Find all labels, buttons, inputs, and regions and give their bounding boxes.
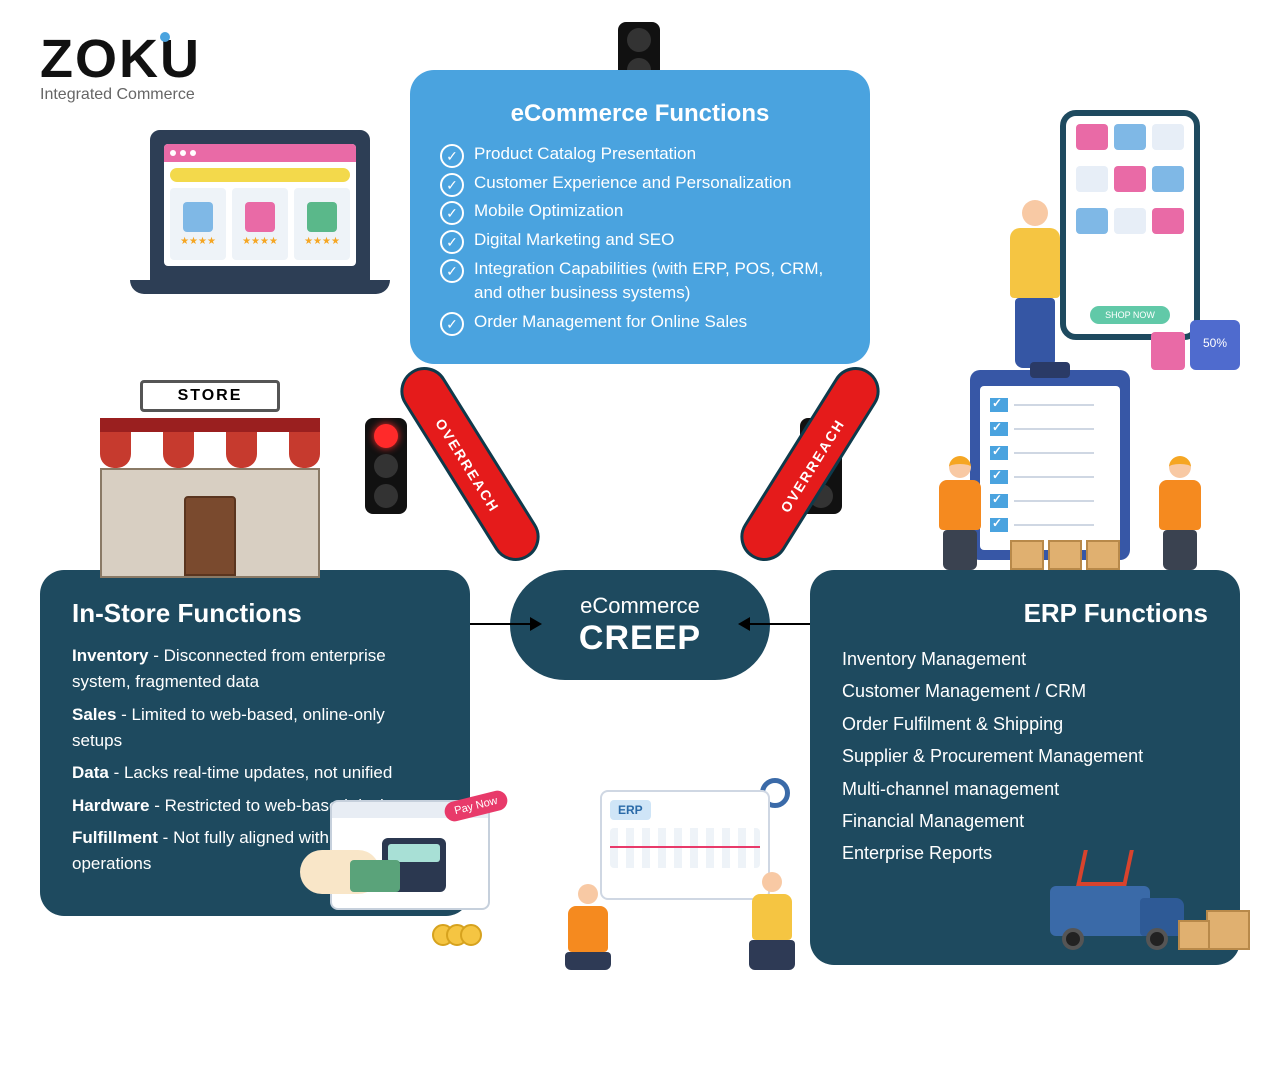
bubble-line2: CREEP <box>579 619 701 658</box>
erp-list: Inventory Management Customer Management… <box>842 643 1208 870</box>
ecommerce-title: eCommerce Functions <box>440 100 840 128</box>
brand-logo: ZOKU Integrated Commerce <box>40 28 201 104</box>
instore-def: Inventory - Disconnected from enterprise… <box>72 643 438 696</box>
erp-item: Order Fulfilment & Shipping <box>842 708 1208 740</box>
erp-item: Enterprise Reports <box>842 837 1208 869</box>
ecommerce-creep-bubble: eCommerce CREEP <box>510 570 770 680</box>
ecommerce-item: Product Catalog Presentation <box>440 142 840 167</box>
erp-dashboard-icon: ERP <box>560 790 810 970</box>
ecommerce-item: Customer Experience and Personalization <box>440 171 840 196</box>
erp-tag-label: ERP <box>610 800 651 820</box>
logo-dot-icon <box>160 32 170 42</box>
warehouse-clipboard-icon <box>940 370 1200 570</box>
ecommerce-item: Order Management for Online Sales <box>440 310 840 335</box>
ecommerce-item: Integration Capabilities (with ERP, POS,… <box>440 257 840 306</box>
pos-terminal-icon: Pay Now <box>330 800 510 910</box>
erp-item: Financial Management <box>842 805 1208 837</box>
arrow-right-icon <box>750 623 810 625</box>
store-sign-label: STORE <box>140 380 280 412</box>
store-building-icon: STORE <box>100 380 320 578</box>
ecommerce-functions-card: eCommerce Functions Product Catalog Pres… <box>410 70 870 364</box>
ecommerce-checklist: Product Catalog Presentation Customer Ex… <box>440 142 840 334</box>
shipping-truck-icon <box>1050 880 1250 950</box>
overreach-bar-right: OVERREACH <box>731 358 888 570</box>
laptop-catalog-icon: ★★★★ ★★★★ ★★★★ <box>150 130 390 294</box>
erp-item: Supplier & Procurement Management <box>842 740 1208 772</box>
traffic-light-left-icon <box>365 418 407 514</box>
erp-item: Customer Management / CRM <box>842 675 1208 707</box>
erp-item: Multi-channel management <box>842 773 1208 805</box>
ecommerce-item: Mobile Optimization <box>440 199 840 224</box>
logo-word: ZOKU <box>40 28 201 90</box>
overreach-bar-left: OVERREACH <box>391 358 548 570</box>
shop-now-label: SHOP NOW <box>1090 306 1170 324</box>
ecommerce-item: Digital Marketing and SEO <box>440 228 840 253</box>
instore-def: Sales - Limited to web-based, online-onl… <box>72 702 438 755</box>
arrow-left-icon <box>470 623 530 625</box>
bubble-line1: eCommerce <box>580 593 700 619</box>
erp-title: ERP Functions <box>842 598 1208 629</box>
instore-def: Data - Lacks real-time updates, not unif… <box>72 760 438 786</box>
bag-50-icon <box>1190 320 1240 370</box>
instore-title: In-Store Functions <box>72 598 438 629</box>
mobile-shopper-icon: SHOP NOW <box>980 110 1240 370</box>
erp-item: Inventory Management <box>842 643 1208 675</box>
